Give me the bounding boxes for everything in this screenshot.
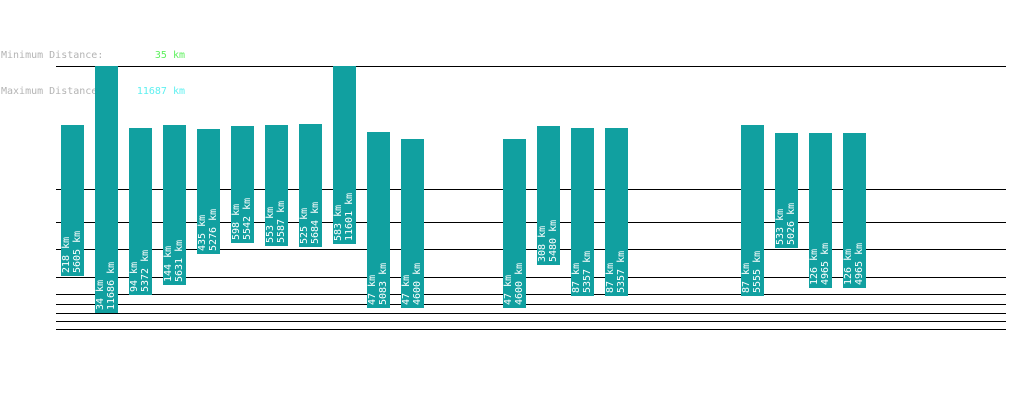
bar-10 <box>401 139 424 308</box>
bar-11-label-low: 47 km <box>503 275 514 305</box>
bar-15-label-low: 87 km <box>741 263 752 293</box>
bar-17 <box>809 133 832 288</box>
bar-13-label-low: 87 km <box>571 263 582 293</box>
bar-1 <box>95 66 118 313</box>
bar-5 <box>231 126 254 243</box>
bar-9-label-low: 47 km <box>367 275 378 305</box>
bar-8 <box>333 66 356 244</box>
bar-7-label-low: 525 km <box>299 208 310 244</box>
bar-4 <box>197 129 220 254</box>
bar-8-label-low: 583 km <box>333 205 344 241</box>
bar-6-label-low: 553 km <box>265 207 276 243</box>
bar-15-label-high: 5555 km <box>752 251 763 293</box>
min-distance-label: Minimum Distance: <box>1 50 104 61</box>
bar-12 <box>537 126 560 265</box>
bar-17-label-high: 4965 km <box>820 243 831 285</box>
min-distance-row: Minimum Distance: 35 km <box>1 50 185 62</box>
bar-3-label-high: 5631 km <box>174 240 185 282</box>
bar-2-label-high: 5372 km <box>140 250 151 292</box>
bar-0-label-high: 5605 km <box>72 231 83 273</box>
max-distance-row: Maximum Distance: 11687 km <box>1 86 185 98</box>
bar-16-label-high: 5026 km <box>786 203 797 245</box>
bar-1-label-low: 34 km <box>95 280 106 310</box>
bar-7-label-high: 5684 km <box>310 202 321 244</box>
bar-10-label-low: 47 km <box>401 275 412 305</box>
bar-4-label-low: 435 km <box>197 215 208 251</box>
min-distance-value: 35 km <box>154 50 185 61</box>
bar-18-label-low: 126 km <box>843 249 854 285</box>
bar-5-label-high: 5542 km <box>242 198 253 240</box>
bar-4-label-high: 5276 km <box>208 209 219 251</box>
bar-12-label-high: 5480 km <box>548 220 559 262</box>
bar-11 <box>503 139 526 308</box>
bar-18-label-high: 4965 km <box>854 243 865 285</box>
bar-6 <box>265 125 288 246</box>
bar-16 <box>775 133 798 248</box>
bar-11-label-high: 4600 km <box>514 263 525 305</box>
bar-14 <box>605 128 628 296</box>
bar-10-label-high: 4600 km <box>412 263 423 305</box>
bar-17-label-low: 126 km <box>809 249 820 285</box>
bar-13-label-high: 5357 km <box>582 251 593 293</box>
max-distance-value: 11687 km <box>136 86 185 97</box>
bar-7 <box>299 124 322 247</box>
bar-13 <box>571 128 594 296</box>
bar-6-label-high: 5587 km <box>276 201 287 243</box>
bar-16-label-low: 533 km <box>775 209 786 245</box>
bar-0 <box>61 125 84 276</box>
bar-8-label-high: 11601 km <box>344 193 355 241</box>
bar-2-label-low: 94 km <box>129 262 140 292</box>
bar-9-label-high: 5083 km <box>378 263 389 305</box>
bar-9 <box>367 132 390 308</box>
bar-14-label-low: 87 km <box>605 263 616 293</box>
bar-3-label-low: 144 km <box>163 246 174 282</box>
bar-12-label-low: 308 km <box>537 226 548 262</box>
max-distance-label: Maximum Distance: <box>1 86 104 97</box>
bar-0-label-low: 218 km <box>61 237 72 273</box>
bar-3 <box>163 125 186 285</box>
bar-15 <box>741 125 764 296</box>
bar-2 <box>129 128 152 295</box>
bar-1-label-high: 11686 km <box>106 262 117 310</box>
bar-14-label-high: 5357 km <box>616 251 627 293</box>
distance-stats: Minimum Distance: 35 km Maximum Distance:… <box>1 26 185 110</box>
bar-18 <box>843 133 866 288</box>
bar-5-label-low: 598 km <box>231 204 242 240</box>
